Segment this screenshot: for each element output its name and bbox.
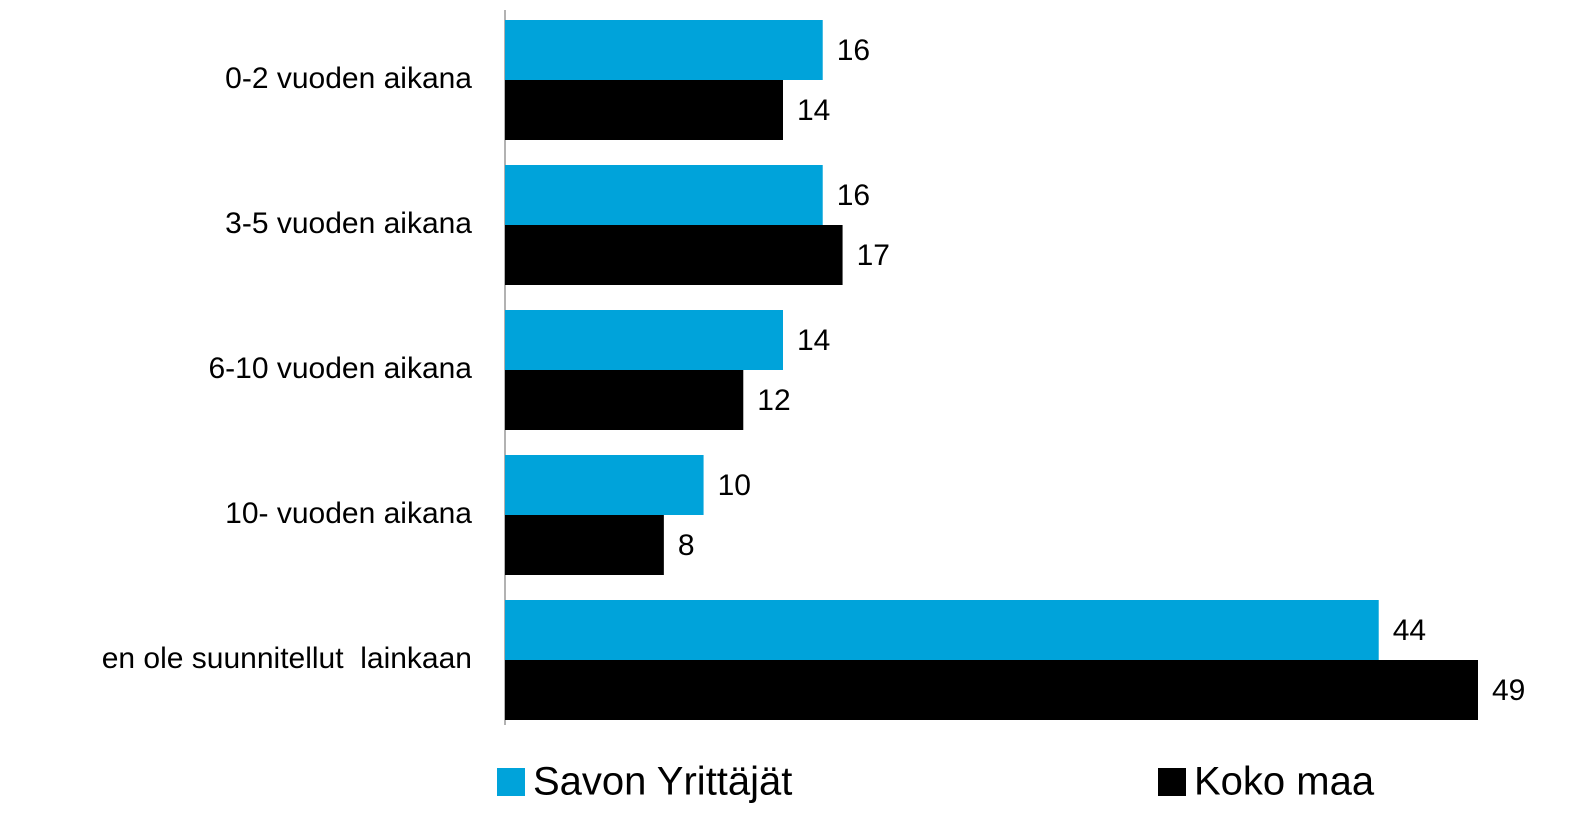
bar bbox=[505, 225, 843, 285]
data-label: 16 bbox=[837, 34, 870, 67]
legend-label: Savon Yrittäjät bbox=[533, 760, 792, 804]
data-label: 16 bbox=[837, 179, 870, 212]
data-label: 12 bbox=[757, 384, 790, 417]
bar bbox=[505, 165, 823, 225]
bar bbox=[505, 310, 783, 370]
y-tick-label: 3-5 vuoden aikana bbox=[225, 207, 472, 240]
y-tick-label: 6-10 vuoden aikana bbox=[208, 352, 472, 385]
y-tick-label: en ole suunnitellut lainkaan bbox=[102, 642, 472, 675]
bar bbox=[505, 660, 1478, 720]
data-label: 17 bbox=[857, 239, 890, 272]
data-label: 44 bbox=[1393, 614, 1426, 647]
data-label: 14 bbox=[797, 94, 830, 127]
bar bbox=[505, 515, 664, 575]
data-label: 8 bbox=[678, 529, 695, 562]
bar bbox=[505, 20, 823, 80]
legend-label: Koko maa bbox=[1194, 760, 1375, 804]
bar bbox=[505, 370, 744, 430]
data-label: 49 bbox=[1492, 674, 1525, 707]
legend-swatch bbox=[1158, 768, 1186, 796]
bar bbox=[505, 80, 783, 140]
bar bbox=[505, 600, 1379, 660]
legend-swatch bbox=[497, 768, 525, 796]
data-label: 14 bbox=[797, 324, 830, 357]
data-label: 10 bbox=[718, 469, 751, 502]
y-tick-label: 0-2 vuoden aikana bbox=[225, 62, 472, 95]
bar bbox=[505, 455, 704, 515]
y-tick-label: 10- vuoden aikana bbox=[225, 497, 472, 530]
